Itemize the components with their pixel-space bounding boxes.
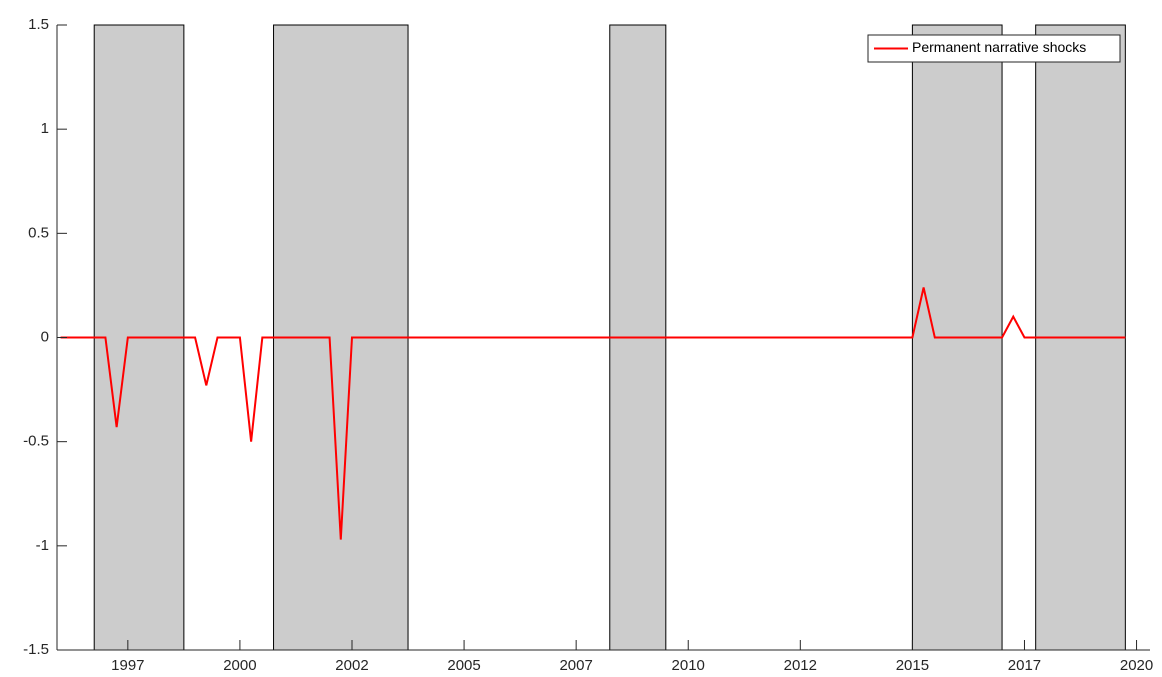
legend-box: [867, 34, 1121, 63]
y-tick-label: -0.5: [23, 433, 49, 450]
x-tick-label: 2005: [447, 657, 480, 674]
y-tick-label: 0.5: [28, 224, 49, 241]
x-tick-label: 2007: [559, 657, 592, 674]
x-tick-label: 2012: [784, 657, 817, 674]
y-tick-label: 1.5: [28, 16, 49, 33]
data-line: [60, 287, 1126, 540]
legend: Permanent narrative shocks: [867, 34, 1121, 63]
x-tick-label: 2000: [223, 657, 256, 674]
y-tick-label: 0: [41, 328, 49, 345]
y-tick-label: -1.5: [23, 641, 49, 658]
x-tick-label: 2002: [335, 657, 368, 674]
y-tick-label: -1: [36, 537, 49, 554]
x-tick-label: 2017: [1008, 657, 1041, 674]
y-tick-label: 1: [41, 120, 49, 137]
x-tick-label: 2020: [1120, 657, 1153, 674]
legend-label: Permanent narrative shocks: [912, 39, 1086, 55]
x-tick-label: 2015: [896, 657, 929, 674]
x-tick-label: 2010: [672, 657, 705, 674]
x-tick-label: 1997: [111, 657, 144, 674]
